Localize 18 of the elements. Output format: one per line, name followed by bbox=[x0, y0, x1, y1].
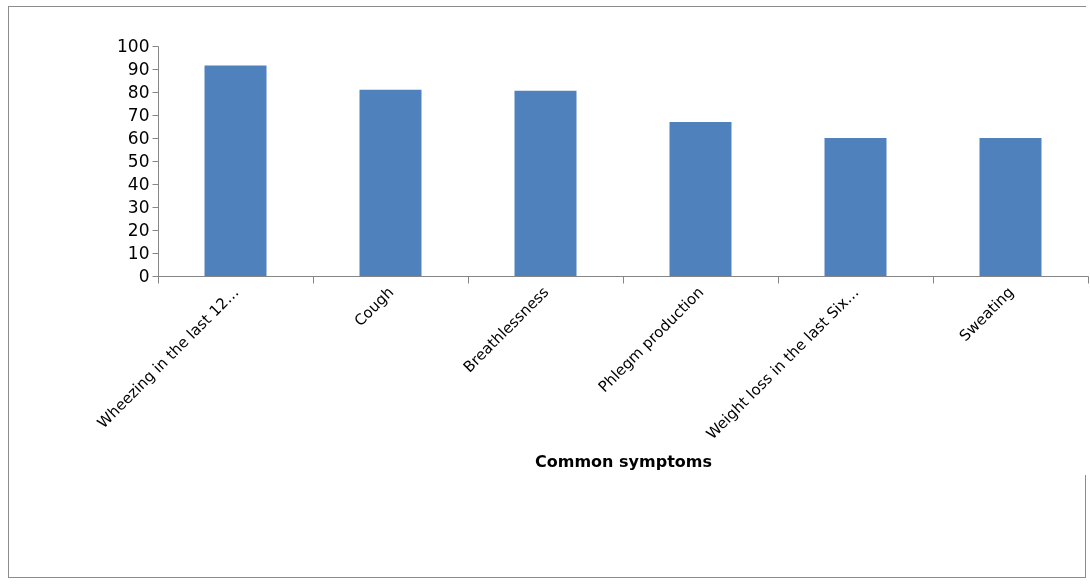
y-tick-label: 50 bbox=[127, 150, 150, 171]
bar bbox=[669, 121, 732, 276]
y-tick-label: 70 bbox=[127, 104, 150, 125]
y-tick-label: 60 bbox=[127, 127, 150, 148]
bar bbox=[979, 138, 1042, 276]
x-axis-title: Common symptoms bbox=[535, 452, 712, 472]
bar bbox=[824, 138, 887, 276]
y-tick-label: 0 bbox=[138, 265, 150, 286]
y-tick-label: 20 bbox=[127, 219, 150, 240]
bar bbox=[359, 89, 422, 276]
bar bbox=[514, 90, 577, 276]
y-tick-label: 80 bbox=[127, 81, 150, 102]
y-tick-label: 30 bbox=[127, 196, 150, 217]
y-tick-label: 100 bbox=[117, 35, 150, 56]
y-tick-label: 10 bbox=[127, 242, 150, 263]
y-tick-label: 40 bbox=[127, 173, 150, 194]
bar bbox=[204, 65, 267, 276]
y-tick-label: 90 bbox=[127, 58, 150, 79]
